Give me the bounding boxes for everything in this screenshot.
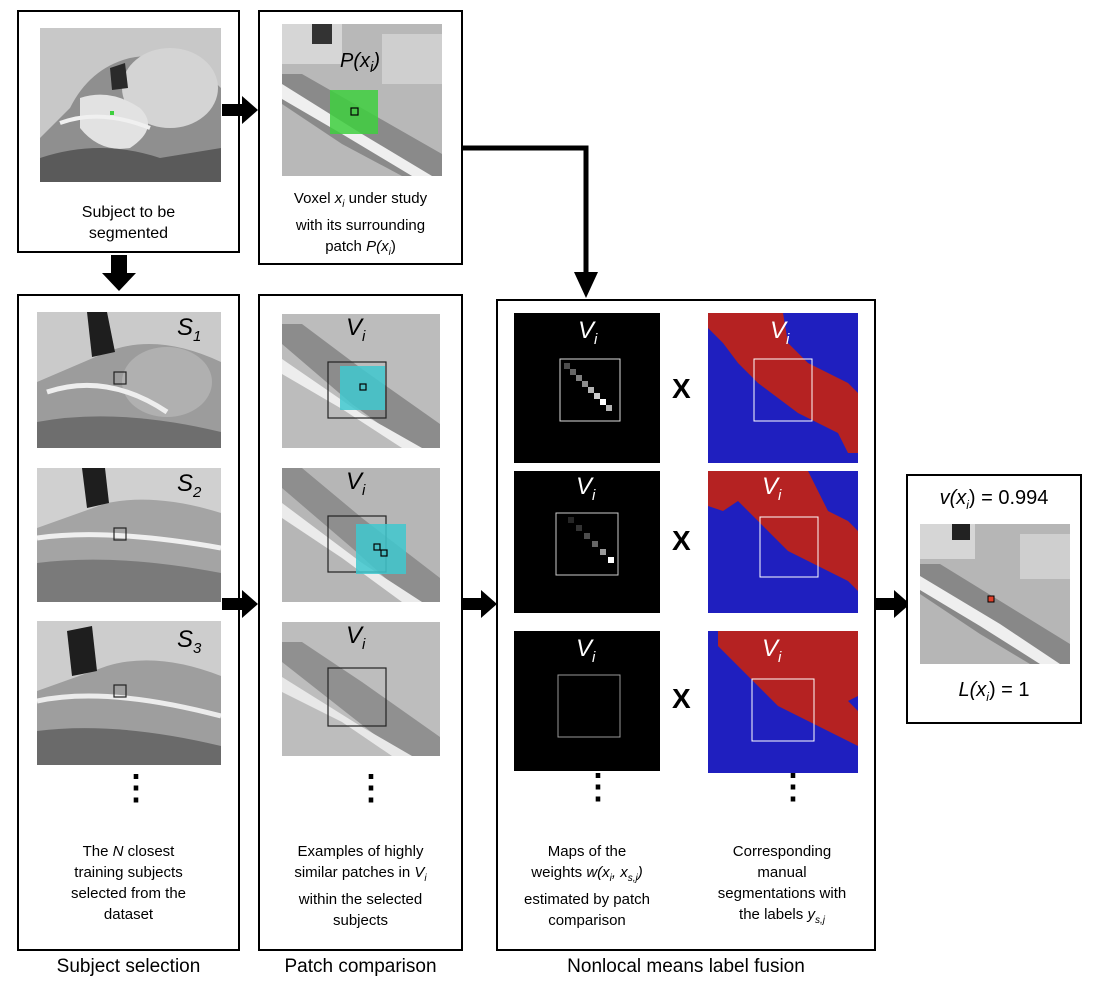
- section-subject-selection: Subject selection: [56, 956, 201, 977]
- patch-2-image: [282, 468, 440, 602]
- subject-mri-image: [40, 28, 221, 182]
- patch-3-v-label: Vi: [346, 622, 366, 653]
- subject-3-label: S3: [177, 626, 202, 657]
- weights-caption: Maps of the weights w(xi, xs,j) estimate…: [524, 843, 650, 929]
- seg-3-v-label: Vi: [762, 635, 782, 666]
- voxel-caption: Voxel xi under study with its surroundin…: [293, 190, 428, 258]
- selection-caption: The N closest training subjects selected…: [70, 843, 187, 923]
- section-label-fusion: Nonlocal means label fusion: [567, 956, 805, 977]
- subject-1-mri: [37, 312, 221, 448]
- voxel-patch-image: [282, 24, 442, 176]
- weights-map-3: [514, 631, 660, 771]
- arrow-right-icon: [461, 590, 497, 618]
- subject-box: Subject to be segmented: [17, 10, 240, 253]
- patch-box: Vi Vi Vi ⋮ Examples of highly similar pa…: [258, 294, 463, 951]
- weights-1-v-label: Vi: [578, 317, 598, 348]
- patch-3-image: [282, 622, 440, 756]
- subject-3-mri: [37, 621, 221, 765]
- patch-caption: Examples of highly similar patches in Vi…: [294, 843, 427, 929]
- patch-dots-icon: ⋮: [354, 769, 388, 807]
- multiply-sign-1: X: [672, 373, 691, 404]
- weights-map-2: [514, 471, 660, 613]
- patch-label: P(xi): [340, 50, 381, 76]
- subject-2-mri: [37, 468, 221, 602]
- weights-2-v-label: Vi: [576, 473, 596, 504]
- section-patch-comparison: Patch comparison: [284, 956, 437, 977]
- weights-dots-icon: ⋮: [581, 768, 615, 806]
- patch-1-v-label: Vi: [346, 314, 366, 345]
- subject-2-label: S2: [177, 470, 202, 501]
- selection-dots-icon: ⋮: [119, 769, 153, 807]
- fusion-box: Vi X Vi Vi X: [496, 299, 876, 951]
- result-box: v(xi) = 0.994 L(xi) = 1: [906, 474, 1082, 724]
- seg-1-v-label: Vi: [770, 317, 790, 348]
- arrow-right-icon: [874, 590, 910, 618]
- arrow-right-icon: [222, 590, 258, 618]
- seg-2-v-label: Vi: [762, 473, 782, 504]
- arrow-down-icon: [102, 255, 136, 291]
- multiply-sign-2: X: [672, 525, 691, 556]
- multiply-sign-3: X: [672, 683, 691, 714]
- result-v-value: v(xi) = 0.994: [939, 487, 1049, 513]
- weights-map-1: [514, 313, 660, 463]
- voxel-box: P(xi) Voxel xi under study with its surr…: [258, 10, 463, 265]
- result-patch-image: [920, 524, 1070, 664]
- segmentation-map-3: [708, 631, 858, 773]
- arrow-right-icon: [222, 96, 258, 124]
- selection-box: S1 S2 S3 ⋮ The N closest training subjec…: [17, 294, 240, 951]
- result-l-value: L(xi) = 1: [958, 679, 1030, 705]
- patch-2-v-label: Vi: [346, 468, 366, 499]
- patch-1-image: [282, 314, 440, 448]
- seg-dots-icon: ⋮: [776, 768, 810, 806]
- subject-1-label: S1: [177, 314, 202, 345]
- subject-caption: Subject to be segmented: [81, 204, 176, 242]
- seg-caption: Corresponding manual segmentations with …: [717, 843, 847, 926]
- elbow-arrow-icon: [462, 145, 598, 298]
- weights-3-v-label: Vi: [576, 635, 596, 666]
- segmentation-map-2: [708, 471, 858, 613]
- segmentation-map-1: [708, 313, 858, 463]
